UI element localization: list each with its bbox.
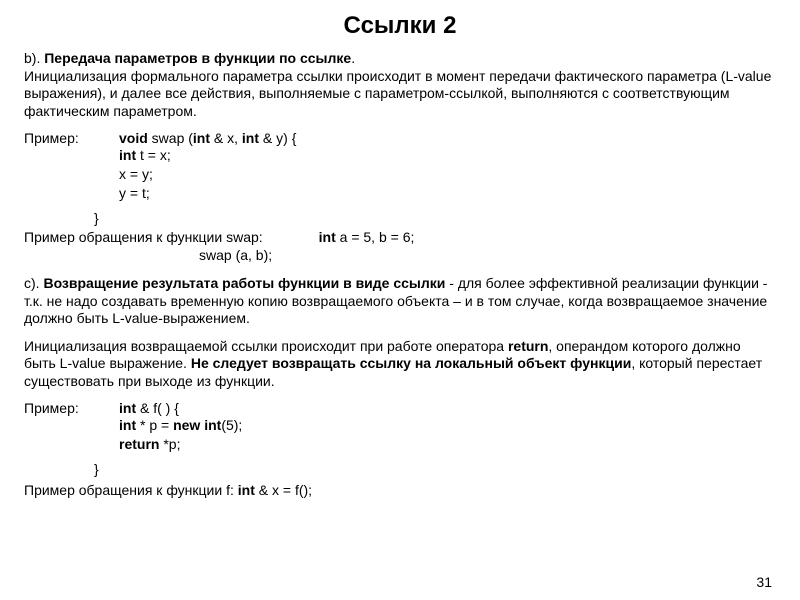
- section-c-label: c).: [24, 275, 43, 291]
- f-call-int: int: [238, 482, 255, 498]
- page-title: Ссылки 2: [24, 12, 776, 40]
- code1-amp1: & x,: [210, 130, 242, 146]
- sc-p2-return: return: [508, 338, 548, 354]
- code2-l2-new: new int: [173, 417, 221, 433]
- swap-call-line2: swap (a, b);: [199, 246, 776, 265]
- f-call-label: Пример обращения к функции f:: [24, 482, 238, 498]
- example-1: Пример:void swap (int & x, int & y) {: [24, 130, 776, 146]
- swap-decl-int: int: [319, 229, 336, 245]
- section-b-heading: b). Передача параметров в функции по ссы…: [24, 50, 776, 120]
- sc-p2-bold: Не следует возвращать ссылку на локальны…: [191, 355, 631, 371]
- code2-body: int * p = new int(5); return *p;: [119, 416, 776, 454]
- code2-l2-int: int: [119, 417, 136, 433]
- code2-close: }: [94, 460, 776, 479]
- code1-l3: x = y;: [119, 165, 776, 184]
- page-number: 31: [756, 574, 772, 590]
- swap-call-label: Пример обращения к функции swap:: [24, 229, 263, 245]
- section-b-label: b).: [24, 50, 44, 66]
- code2-rest: & f( ) {: [136, 400, 179, 416]
- section-b-body: Инициализация формального параметра ссыл…: [24, 68, 776, 121]
- code2-int: int: [119, 400, 136, 416]
- section-c-para2: Инициализация возвращаемой ссылки происх…: [24, 338, 776, 391]
- code1-l2-int: int: [119, 147, 136, 163]
- code1-l2-rest: t = x;: [136, 147, 171, 163]
- code1-body: int t = x; x = y; y = t;: [119, 146, 776, 203]
- code1-name: swap (: [148, 130, 193, 146]
- code2-l3-rest: *p;: [159, 436, 180, 452]
- example-label-1: Пример:: [24, 130, 119, 146]
- section-c-bold: Возвращение результата работы функции в …: [43, 275, 445, 291]
- section-b-period: .: [351, 50, 355, 66]
- section-b-bold: Передача параметров в функции по ссылке: [44, 50, 351, 66]
- code1-l4: y = t;: [119, 184, 776, 203]
- section-c-para1: c). Возвращение результата работы функци…: [24, 275, 776, 328]
- code1-int2: int: [242, 130, 259, 146]
- code1-int1: int: [193, 130, 210, 146]
- example-label-2: Пример:: [24, 400, 119, 416]
- code2-l3-return: return: [119, 436, 159, 452]
- code2-l2-star: * p =: [136, 417, 173, 433]
- code2-l2-end: (5);: [221, 417, 242, 433]
- f-call-line: Пример обращения к функции f: int & x = …: [24, 481, 776, 500]
- code1-amp2: & y) {: [259, 130, 296, 146]
- code1-void: void: [119, 130, 148, 146]
- f-call-rest: & x = f();: [255, 482, 312, 498]
- code1-close: }: [94, 209, 776, 228]
- example-2: Пример:int & f( ) {: [24, 400, 776, 416]
- swap-decl-rest: a = 5, b = 6;: [336, 229, 415, 245]
- swap-call-line1: Пример обращения к функции swap: int a = …: [24, 228, 776, 247]
- sc-p2-start: Инициализация возвращаемой ссылки происх…: [24, 338, 508, 354]
